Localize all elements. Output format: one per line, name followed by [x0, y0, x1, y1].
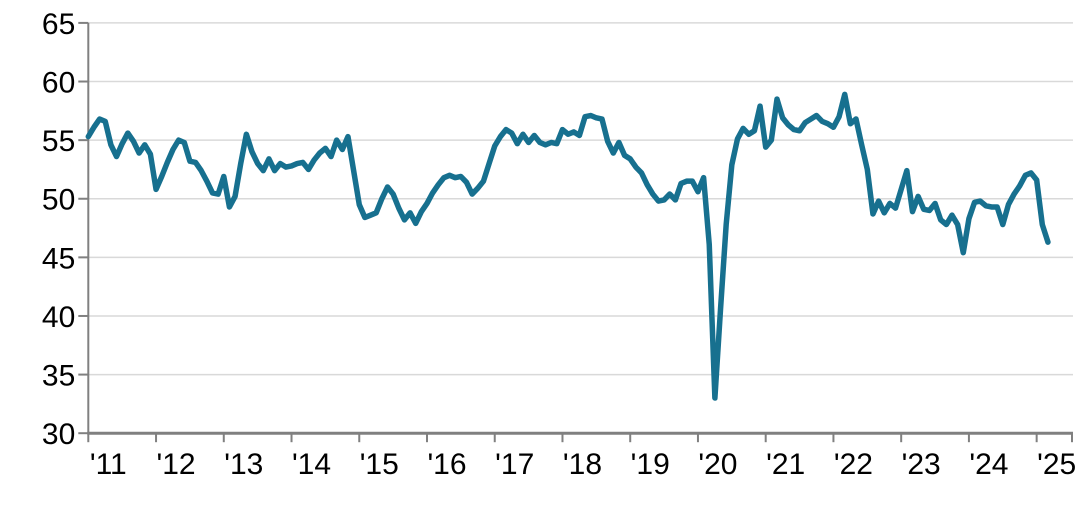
x-axis-tick-label: '13 [224, 448, 263, 481]
y-axis-tick-label: 60 [42, 67, 75, 100]
y-axis-tick-label: 30 [42, 418, 75, 451]
y-axis-tick-label: 40 [42, 301, 75, 334]
x-axis-tick-label: '14 [292, 448, 331, 481]
y-axis-tick-label: 65 [42, 8, 75, 41]
x-axis-tick-label: '24 [969, 448, 1008, 481]
x-axis-tick-label: '23 [902, 448, 941, 481]
y-axis-tick-label: 50 [42, 184, 75, 217]
y-axis-tick-label: 35 [42, 360, 75, 393]
x-axis-tick-label: '12 [156, 448, 195, 481]
pmi-series-line [85, 91, 1051, 401]
x-axis-tick-label: '20 [698, 448, 737, 481]
x-axis-tick-label: '16 [427, 448, 466, 481]
y-axis-tick-label: 55 [42, 125, 75, 158]
y-axis-tick-label: 45 [42, 242, 75, 275]
x-axis-tick-label: '19 [631, 448, 670, 481]
x-axis-tick-label: '11 [90, 448, 127, 481]
x-axis-tick-label: '22 [834, 448, 873, 481]
x-axis-tick-label: '21 [766, 448, 805, 481]
x-axis-tick-label: '17 [495, 448, 534, 481]
x-axis-tick-label: '15 [360, 448, 399, 481]
x-axis-tick-label: '25 [1037, 448, 1076, 481]
x-axis-tick-label: '18 [563, 448, 602, 481]
